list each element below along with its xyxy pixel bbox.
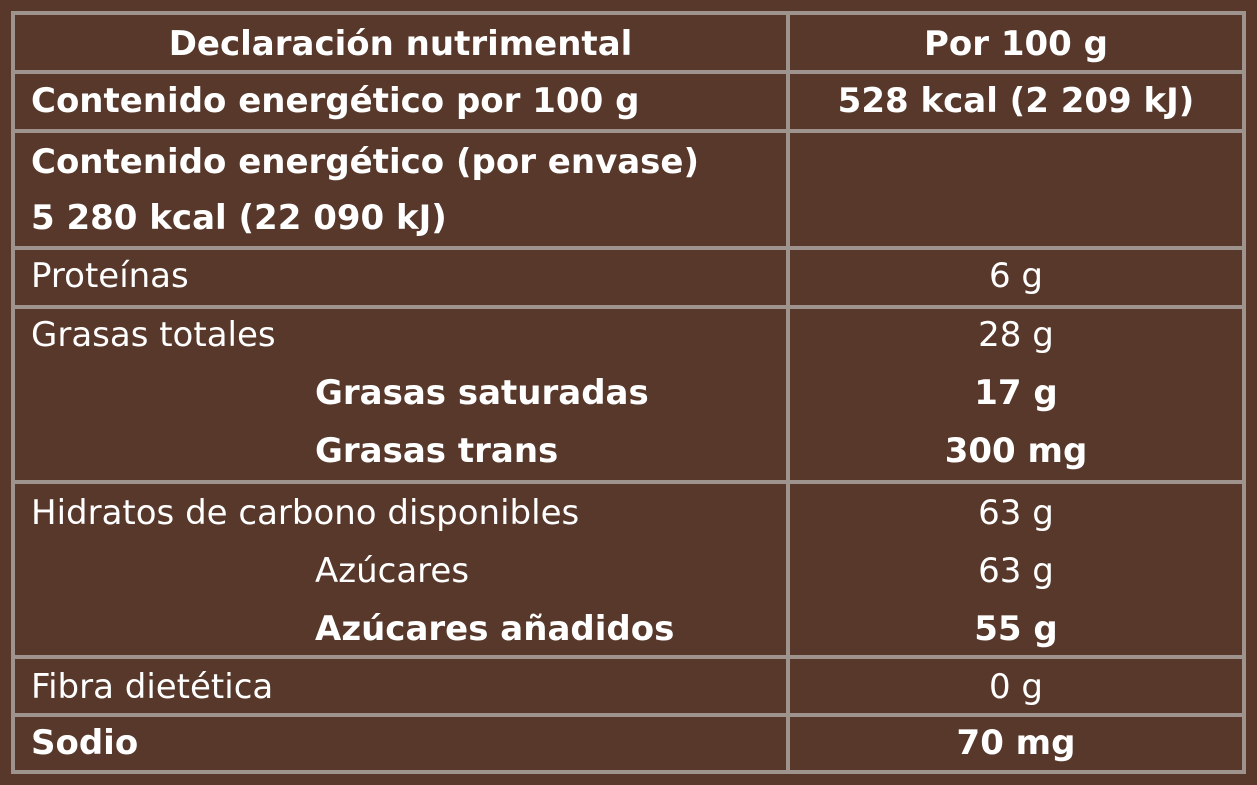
column-divider: [786, 15, 790, 770]
fats-trans-value: 300 mg: [944, 431, 1088, 471]
fats-total-value: 28 g: [978, 315, 1054, 355]
proteins-row: Proteínas 6 g: [15, 250, 1242, 309]
energy-100g-row: Contenido energético por 100 g 528 kcal …: [15, 74, 1242, 133]
energy-100g-label: Contenido energético por 100 g: [31, 81, 640, 121]
proteins-value: 6 g: [988, 256, 1044, 296]
sugars-value: 63 g: [978, 551, 1054, 591]
fiber-row: Fibra dietética 0 g: [15, 659, 1242, 717]
energy-package-label: Contenido energético (por envase): [31, 142, 700, 182]
sugars-label: Azúcares: [315, 551, 470, 591]
carbs-row: Hidratos de carbono disponibles 63 g Azú…: [15, 484, 1242, 659]
fats-trans-label: Grasas trans: [315, 431, 559, 471]
nutrition-table: Declaración nutrimental Por 100 g Conten…: [11, 11, 1246, 774]
header-row: Declaración nutrimental Por 100 g: [15, 15, 1242, 74]
fats-row: Grasas totales 28 g Grasas saturadas 17 …: [15, 309, 1242, 484]
energy-100g-value: 528 kcal (2 209 kJ): [837, 81, 1195, 121]
sodium-row: Sodio 70 mg: [15, 717, 1242, 770]
energy-package-value: 5 280 kcal (22 090 kJ): [31, 198, 447, 238]
sodium-label: Sodio: [31, 723, 139, 763]
header-label: Declaración nutrimental: [168, 24, 633, 64]
carbs-value: 63 g: [978, 493, 1054, 533]
added-sugars-label: Azúcares añadidos: [315, 609, 675, 649]
fiber-label: Fibra dietética: [31, 667, 274, 707]
added-sugars-value: 55 g: [974, 609, 1058, 649]
fats-saturated-value: 17 g: [974, 373, 1058, 413]
sodium-value: 70 mg: [956, 723, 1076, 763]
header-per-100g: Por 100 g: [923, 24, 1109, 64]
fiber-value: 0 g: [988, 667, 1044, 707]
carbs-label: Hidratos de carbono disponibles: [31, 493, 580, 533]
fats-saturated-label: Grasas saturadas: [315, 373, 649, 413]
fats-total-label: Grasas totales: [31, 315, 276, 355]
proteins-label: Proteínas: [31, 256, 189, 296]
energy-package-row: Contenido energético (por envase) 5 280 …: [15, 133, 1242, 250]
